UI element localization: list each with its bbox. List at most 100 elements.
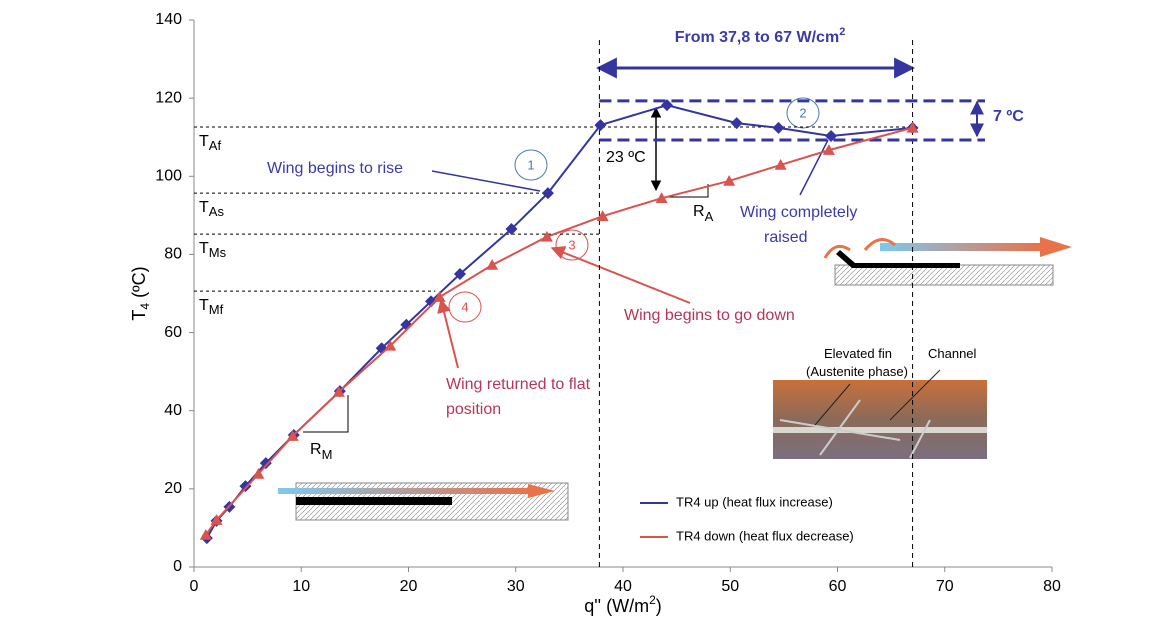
level-sub: Mf (209, 303, 224, 318)
y-axis-title: T4 (ºC) (129, 266, 152, 320)
level-label: TMs (199, 240, 227, 260)
range-label: From 37,8 to 67 W/cm2 (675, 26, 846, 46)
level-name: T (199, 133, 209, 150)
step-number: 2 (799, 105, 806, 120)
data-point (453, 267, 466, 280)
down-pointer (550, 246, 691, 304)
raised-line: raised (764, 229, 808, 246)
inset-diagram-bottom (278, 482, 569, 521)
x-tick-label: 30 (507, 578, 525, 595)
x-axis-title: q'' (W/m2) (584, 593, 662, 616)
down-label: Wing begins to go down (624, 307, 795, 324)
step-number: 4 (461, 299, 468, 314)
flat-label: Wing returned to flat position (446, 376, 591, 418)
inset-diagram-top (823, 237, 1072, 286)
level-name: T (199, 240, 209, 257)
band-label: 7 ºC (993, 108, 1024, 125)
level-name: T (199, 297, 209, 314)
y-title-part: 4 (138, 303, 152, 310)
data-point (286, 430, 299, 441)
data-point (723, 174, 736, 186)
data-point (906, 121, 919, 133)
ra-label: RA (693, 203, 714, 224)
ra-triangle (662, 184, 709, 198)
x-tick-label: 10 (292, 578, 310, 595)
data-point (655, 192, 668, 203)
photo (773, 369, 987, 459)
delta-label: 23 ºC (606, 149, 646, 166)
legend-label: TR4 up (heat flux increase) (676, 494, 833, 509)
x-title-part: 2 (649, 593, 656, 607)
data-point (252, 468, 265, 479)
data-point (505, 223, 518, 236)
ra-sub: A (705, 209, 714, 224)
data-point (772, 121, 785, 134)
data-point (541, 187, 554, 200)
y-tick-label: 60 (164, 324, 182, 341)
level-sub: Af (209, 138, 222, 153)
data-point (433, 291, 446, 302)
level-label: TAs (199, 199, 224, 219)
data-point (825, 130, 838, 143)
x-tick-label: 50 (721, 578, 739, 595)
range-text: From 37,8 to 67 W/cm (675, 29, 840, 46)
x-tick-label: 60 (829, 578, 847, 595)
y-tick-label: 80 (164, 246, 182, 263)
y-tick-label: 100 (155, 168, 182, 185)
data-point (384, 339, 397, 351)
raised-line: Wing completely (740, 204, 857, 221)
legend-label: TR4 down (heat flux decrease) (676, 528, 854, 543)
x-title-part: q'' (W/m (584, 596, 649, 616)
rm-triangle (303, 395, 349, 433)
data-point (332, 385, 345, 397)
raised-label: Wing completely raised (740, 204, 857, 246)
flat-pointer (437, 298, 459, 369)
data-point (774, 158, 787, 170)
x-title-part: ) (656, 596, 662, 616)
x-tick-label: 0 (190, 578, 199, 595)
x-tick-label: 80 (1043, 578, 1061, 595)
y-title-part: (ºC) (129, 266, 149, 303)
level-label: TAf (199, 133, 221, 153)
y-title-part: T (129, 310, 149, 321)
photo-text: Elevated fin (824, 346, 892, 361)
y-tick-label: 40 (164, 402, 182, 419)
series-line (204, 126, 913, 536)
level-sub: Ms (209, 246, 227, 261)
data-point (660, 99, 673, 112)
data-point (730, 117, 743, 130)
level-sub: As (209, 205, 225, 220)
data-point (199, 528, 212, 540)
step-number: 1 (527, 157, 534, 172)
step-markers: 1 2 3 4 (448, 97, 820, 323)
y-tick-label: 0 (173, 558, 182, 575)
data-point (486, 258, 499, 270)
step-number: 3 (568, 237, 575, 252)
ra-text: R (693, 203, 705, 220)
data-point (596, 210, 609, 221)
level-label: TMf (199, 297, 224, 317)
y-tick-label: 20 (164, 480, 182, 497)
raised-pointer (799, 139, 829, 196)
x-tick-label: 70 (936, 578, 954, 595)
data-point (822, 144, 835, 155)
photo-label: Elevated fin (Austenite phase) Channel (806, 346, 977, 379)
photo-text: (Austenite phase) (806, 364, 908, 379)
flat-line: Wing returned to flat (446, 376, 591, 393)
y-tick-label: 140 (155, 11, 182, 28)
rm-sub: M (322, 447, 333, 462)
rise-pointer (431, 170, 541, 192)
rise-label: Wing begins to rise (267, 160, 403, 177)
data-point (259, 457, 272, 470)
rm-label: RM (310, 441, 332, 462)
range-sup: 2 (839, 26, 845, 38)
data-point (594, 119, 607, 132)
flat-line: position (446, 401, 501, 418)
x-tick-label: 40 (614, 578, 632, 595)
y-tick-label: 120 (155, 89, 182, 106)
data-point (210, 514, 223, 525)
data-point (425, 295, 438, 308)
rm-text: R (310, 441, 322, 458)
